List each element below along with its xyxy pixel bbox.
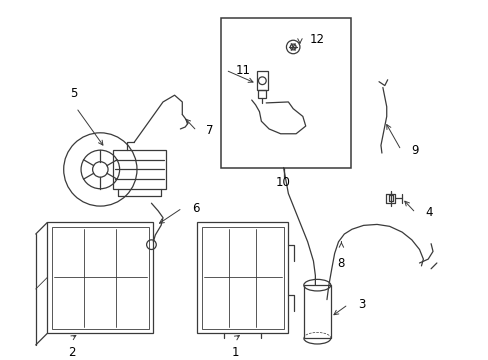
Bar	[196, 222, 288, 333]
Text: 3: 3	[357, 298, 365, 311]
Bar	[52, 227, 148, 329]
Bar	[47, 222, 153, 333]
Text: 6: 6	[192, 202, 199, 215]
Text: 8: 8	[337, 257, 345, 270]
Text: 1: 1	[231, 346, 239, 359]
Text: 12: 12	[309, 33, 324, 46]
Bar	[256, 71, 267, 90]
Text: 7: 7	[206, 124, 213, 138]
Text: 11: 11	[235, 64, 250, 77]
Bar	[303, 285, 330, 338]
Bar	[221, 18, 350, 167]
Bar	[113, 150, 165, 189]
Text: 9: 9	[410, 144, 418, 157]
Bar	[201, 227, 283, 329]
Text: 5: 5	[69, 87, 77, 100]
Bar	[258, 90, 265, 98]
Text: 10: 10	[276, 176, 290, 189]
Text: 4: 4	[425, 206, 432, 219]
Text: 2: 2	[67, 346, 75, 359]
